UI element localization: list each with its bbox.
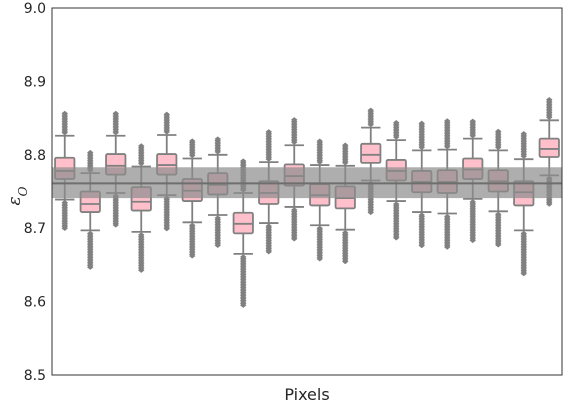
upper-flier xyxy=(163,111,170,117)
upper-flier xyxy=(138,143,145,149)
y-tick-labels: 8.5 8.6 8.7 8.8 8.9 9.0 xyxy=(24,1,46,384)
lower-flier xyxy=(367,209,374,216)
box-6 xyxy=(181,138,203,259)
box-5 xyxy=(156,111,178,232)
upper-flier xyxy=(87,149,94,156)
y-tick-label: 9.0 xyxy=(24,1,46,17)
y-tick-label: 8.7 xyxy=(24,221,46,237)
lower-flier xyxy=(214,242,221,248)
lower-flier xyxy=(418,243,425,249)
upper-flier xyxy=(495,128,502,134)
box-body xyxy=(360,142,382,164)
lower-flier xyxy=(138,267,145,273)
upper-flier xyxy=(61,110,68,117)
box-12 xyxy=(334,142,356,265)
box-13 xyxy=(360,107,382,216)
y-tick-label: 8.8 xyxy=(24,148,46,164)
lower-flier xyxy=(291,236,298,242)
upper-flier xyxy=(291,117,298,123)
lower-flier xyxy=(112,222,119,228)
x-axis-label: Pixels xyxy=(284,385,329,404)
lower-flier xyxy=(189,253,196,259)
lower-flier xyxy=(342,259,349,265)
lower-flier xyxy=(87,264,94,270)
lower-flier xyxy=(163,226,170,232)
lower-flier xyxy=(495,242,502,248)
upper-flier xyxy=(469,118,476,124)
upper-flier xyxy=(316,138,323,144)
box-4 xyxy=(130,143,152,273)
upper-flier xyxy=(189,138,196,144)
upper-flier xyxy=(112,110,119,117)
upper-flier xyxy=(367,107,374,113)
box-body xyxy=(538,137,560,158)
upper-flier xyxy=(393,120,400,126)
upper-flier xyxy=(444,118,451,124)
box-11 xyxy=(309,138,331,262)
upper-flier xyxy=(520,131,527,137)
upper-flier xyxy=(546,97,553,103)
lower-flier xyxy=(265,249,272,255)
box-layer xyxy=(54,97,560,308)
lower-flier xyxy=(469,237,476,244)
y-axis-label-symbol: ε xyxy=(5,196,25,205)
y-axis-label: εO xyxy=(5,186,30,205)
lower-flier xyxy=(444,244,451,250)
lower-flier xyxy=(393,235,400,241)
y-axis-label-subscript: O xyxy=(16,186,30,196)
lower-flier xyxy=(546,201,553,207)
y-tick-label: 8.9 xyxy=(24,74,46,90)
upper-flier xyxy=(265,129,272,135)
lower-flier xyxy=(520,271,527,277)
mean-band-layer xyxy=(52,167,562,199)
upper-flier xyxy=(240,158,247,164)
upper-flier xyxy=(418,120,425,126)
box-19 xyxy=(513,131,535,277)
lower-flier xyxy=(240,302,247,308)
upper-flier xyxy=(214,136,221,142)
plot-frame xyxy=(51,7,563,376)
lower-flier xyxy=(316,256,323,262)
y-tick-label: 8.5 xyxy=(24,368,46,384)
y-tick-label: 8.6 xyxy=(24,295,46,311)
upper-flier xyxy=(342,142,349,148)
lower-flier xyxy=(61,225,68,231)
